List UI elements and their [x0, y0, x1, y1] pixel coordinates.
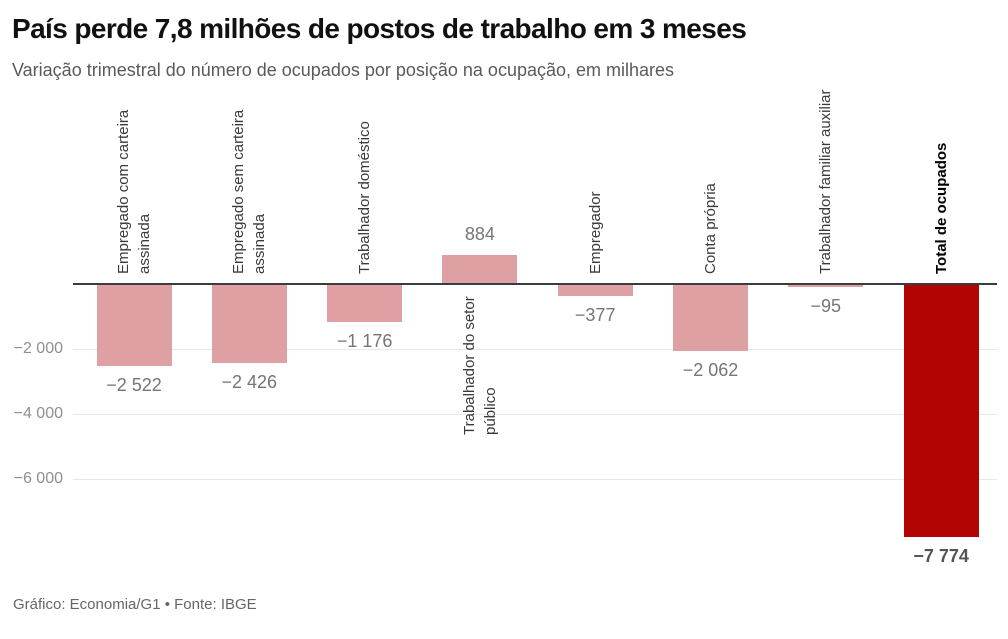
value-label-trabalhador-domestico: −1 176: [336, 331, 393, 352]
category-label-empregado-sem-carteira-assinada: Empregado sem carteira assinada: [228, 110, 270, 274]
category-label-line: Empregador: [586, 191, 604, 274]
value-label-empregado-com-carteira-assinada: −2 522: [106, 374, 162, 395]
bar-trabalhador-do-setor-publico: [442, 255, 518, 284]
bar-empregador: [557, 284, 633, 297]
category-label-line: Empregado com carteira: [115, 109, 132, 274]
category-label-line: Trabalhador doméstico: [356, 121, 374, 274]
bar-trabalhador-domestico: [327, 284, 403, 323]
value-label-trabalhador-do-setor-publico: 884: [464, 224, 495, 245]
category-label-line: Total de ocupados: [932, 142, 950, 274]
category-label-total-de-ocupados: Total de ocupados: [931, 143, 952, 274]
gridline-6-000: [73, 478, 997, 480]
category-label-line: Empregado sem carteira: [230, 109, 248, 274]
category-label-trabalhador-do-setor-publico: Trabalhador do setor público: [459, 296, 501, 435]
chart-subtitle: Variação trimestral do número de ocupado…: [12, 60, 675, 80]
value-label-total-de-ocupados: −7 774: [913, 545, 969, 566]
zero-axis-line: [73, 283, 997, 285]
y-tick-label: −6 000: [13, 470, 63, 487]
category-label-empregado-com-carteira-assinada: Empregado com carteira assinada: [113, 110, 155, 274]
category-label-line: assinada: [136, 213, 153, 274]
category-label-line: público: [481, 387, 499, 435]
value-label-trabalhador-familiar-auxiliar: −95: [810, 296, 842, 317]
y-tick-label: −4 000: [13, 405, 63, 422]
y-tick-label: −2 000: [13, 340, 63, 357]
bar-empregado-sem-carteira-assinada: [211, 284, 287, 363]
value-label-empregado-sem-carteira-assinada: −2 426: [221, 371, 278, 392]
gridline-4-000: [73, 413, 997, 415]
bar-trabalhador-familiar-auxiliar: [788, 284, 864, 288]
source-credit: Gráfico: Economia/G1 • Fonte: IBGE: [13, 596, 257, 613]
bar-conta-propria: [673, 284, 748, 351]
category-label-line: Conta própria: [702, 183, 719, 274]
bar-total-de-ocupados: [903, 284, 979, 537]
value-label-empregador: −377: [574, 305, 616, 326]
category-label-conta-propria: Conta própria: [700, 183, 721, 274]
category-label-line: Trabalhador familiar auxiliar: [817, 89, 835, 274]
category-label-empregador: Empregador: [585, 191, 606, 274]
chart-title: País perde 7,8 milhões de postos de trab…: [12, 13, 747, 44]
bar-empregado-com-carteira-assinada: [96, 284, 172, 366]
gridline-2-000: [73, 348, 997, 350]
category-label-line: Trabalhador do setor: [460, 296, 478, 435]
value-label-conta-propria: −2 062: [682, 360, 739, 380]
category-label-trabalhador-domestico: Trabalhador doméstico: [354, 121, 375, 274]
category-label-line: assinada: [251, 213, 269, 274]
category-label-trabalhador-familiar-auxiliar: Trabalhador familiar auxiliar: [815, 89, 836, 274]
